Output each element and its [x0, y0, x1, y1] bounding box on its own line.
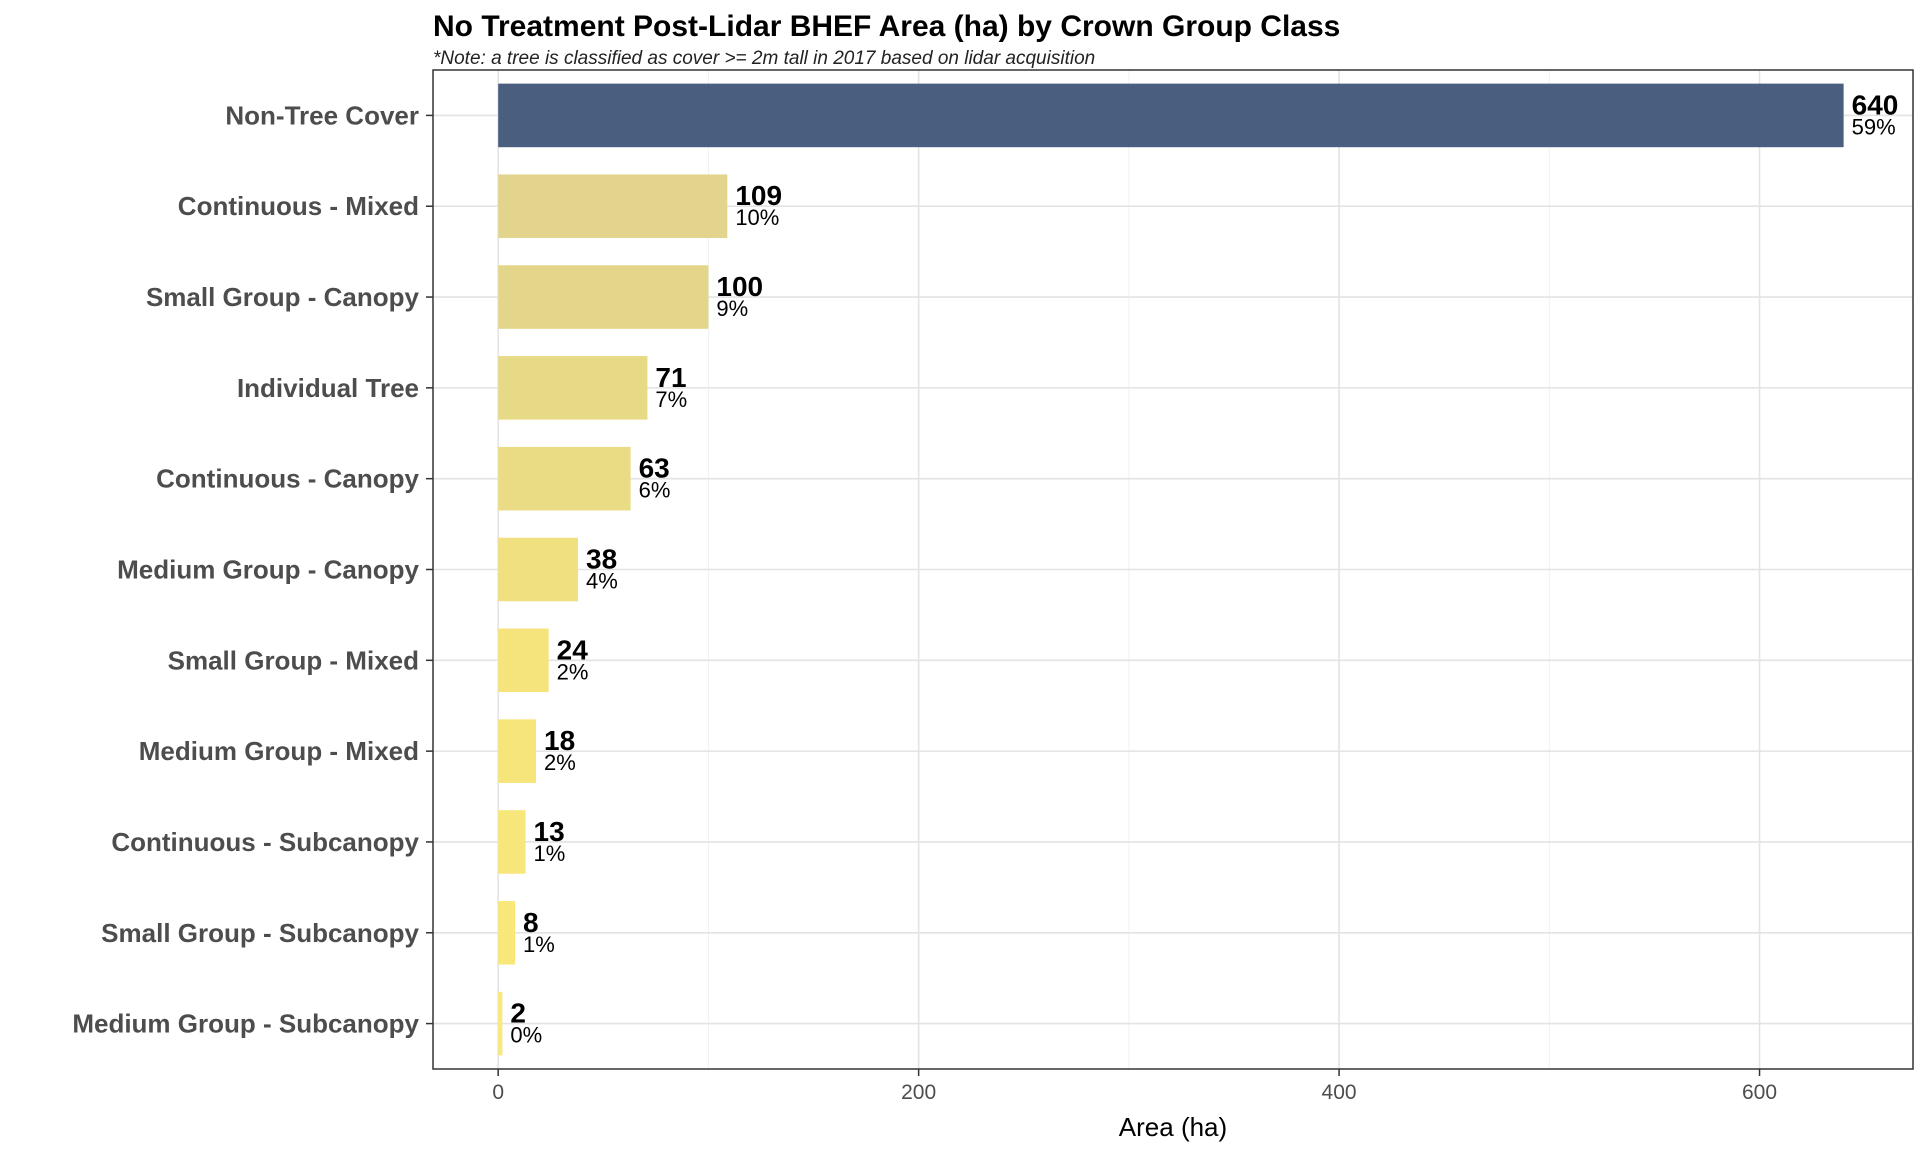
x-tick-label: 0: [492, 1081, 504, 1104]
value-label: 24: [557, 634, 589, 665]
data-labels: 64059%10910%1009%717%636%384%242%182%131…: [510, 89, 1898, 1047]
y-tick-label: Medium Group - Canopy: [117, 555, 419, 585]
value-label: 8: [523, 907, 539, 938]
y-tick-label: Small Group - Canopy: [146, 282, 420, 312]
y-axis: Non-Tree Cover Continuous - Mixed Small Gr…: [72, 100, 433, 1039]
bar-4: [498, 356, 648, 420]
bar-3: [498, 265, 709, 329]
bar-6: [498, 537, 579, 602]
x-tick-label: 200: [901, 1081, 936, 1104]
y-tick-label: Medium Group - Mixed: [139, 736, 419, 766]
percent-label: 1%: [534, 841, 566, 866]
value-label: 18: [544, 725, 575, 756]
y-tick-label: Small Group - Mixed: [168, 645, 419, 675]
value-label: 2: [510, 998, 526, 1029]
y-tick-label: Small Group - Subcanopy: [101, 918, 419, 948]
bar-8: [498, 719, 537, 783]
chart-subtitle: *Note: a tree is classified as cover >= …: [433, 48, 1096, 69]
percent-label: 2%: [557, 659, 589, 684]
x-axis: 0 200 400 600: [492, 1069, 1777, 1104]
y-tick-label: Individual Tree: [237, 373, 419, 403]
value-label: 38: [586, 544, 617, 575]
y-tick-label: Continuous - Canopy: [156, 464, 419, 494]
percent-label: 10%: [735, 205, 779, 230]
percent-label: 6%: [639, 478, 671, 503]
x-tick-label: 600: [1742, 1081, 1777, 1104]
value-label: 109: [735, 180, 782, 211]
bar-7: [498, 628, 549, 693]
bars: [498, 83, 1844, 1056]
bar-2: [498, 174, 728, 239]
y-tick-label: Medium Group - Subcanopy: [72, 1009, 419, 1039]
percent-label: 4%: [586, 569, 618, 594]
value-label: 13: [534, 816, 565, 847]
x-tick-label: 400: [1322, 1081, 1357, 1104]
bar-10: [498, 900, 515, 965]
y-tick-label: Non-Tree Cover: [225, 100, 419, 130]
bar-11: [498, 991, 503, 1056]
value-label: 71: [655, 362, 686, 393]
percent-label: 1%: [523, 932, 555, 957]
percent-label: 9%: [716, 296, 748, 321]
bar-5: [498, 446, 631, 511]
value-label: 100: [716, 271, 763, 302]
value-label: 63: [639, 453, 670, 484]
bar-1: [498, 83, 1844, 148]
percent-label: 59%: [1852, 114, 1896, 139]
y-tick-label: Continuous - Mixed: [178, 191, 419, 221]
x-axis-title: Area (ha): [1119, 1112, 1227, 1142]
bar-9: [498, 810, 526, 874]
chart-title: No Treatment Post-Lidar BHEF Area (ha) b…: [433, 10, 1341, 43]
percent-label: 7%: [655, 387, 687, 412]
y-tick-label: Continuous - Subcanopy: [111, 827, 419, 857]
value-label: 640: [1852, 89, 1899, 120]
percent-label: 2%: [544, 750, 576, 775]
percent-label: 0%: [510, 1023, 542, 1048]
